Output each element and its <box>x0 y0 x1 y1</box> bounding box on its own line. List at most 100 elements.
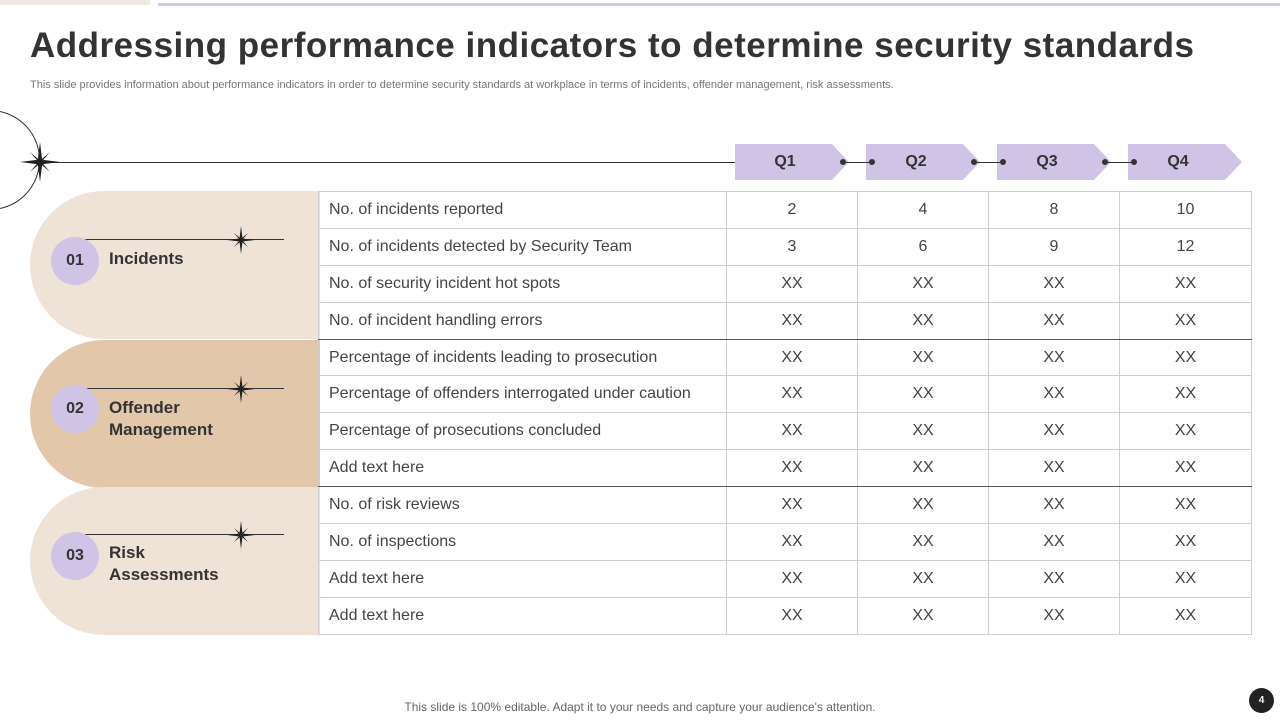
panel-line <box>66 239 284 240</box>
category-label: Incidents <box>109 248 184 270</box>
table-cell-q3: XX <box>988 559 1120 598</box>
table-cell-q1: XX <box>726 486 858 525</box>
top-accent-bar-right <box>158 3 1280 6</box>
table-row: Percentage of offenders interrogated und… <box>318 375 1252 414</box>
table-cell-label: Percentage of incidents leading to prose… <box>318 338 727 377</box>
table-cell-q3: XX <box>988 375 1120 414</box>
table-cell-q1: XX <box>726 596 858 635</box>
table-cell-label: Add text here <box>318 596 727 635</box>
table-cell-q3: XX <box>988 486 1120 525</box>
table-cell-label: No. of incident handling errors <box>318 301 727 340</box>
table-row: Add text here XX XX XX XX <box>318 596 1252 635</box>
table-cell-q1: 2 <box>726 191 858 229</box>
timeline-line <box>50 162 736 163</box>
table-cell-q4: XX <box>1119 596 1252 635</box>
table-cell-q1: XX <box>726 523 858 561</box>
category-panel-incidents: 01 Incidents <box>30 191 320 339</box>
quarter-header-q3: Q3 <box>997 144 1111 180</box>
table-cell-q2: XX <box>857 375 989 414</box>
category-label-line2: Management <box>109 420 213 439</box>
table-row: No. of inspections XX XX XX XX <box>318 523 1252 561</box>
sparkle-star-icon <box>227 521 255 549</box>
table-cell-q2: XX <box>857 559 989 598</box>
sparkle-star-icon <box>227 375 255 403</box>
connector-dot <box>971 159 977 165</box>
table-cell-q2: 6 <box>857 227 989 266</box>
sparkle-star-icon <box>20 142 60 182</box>
table-cell-label: No. of incidents reported <box>318 191 727 229</box>
table-cell-q4: XX <box>1119 338 1252 377</box>
table-cell-label: No. of risk reviews <box>318 486 727 525</box>
table-cell-q3: XX <box>988 301 1120 340</box>
table-cell-q4: XX <box>1119 412 1252 451</box>
table-cell-label: Add text here <box>318 559 727 598</box>
category-label: Offender Management <box>109 397 213 441</box>
table-cell-q4: 10 <box>1119 191 1252 229</box>
table-row: Add text here XX XX XX XX <box>318 449 1252 488</box>
category-label-line2: Assessments <box>109 565 219 584</box>
table-cell-label: Percentage of offenders interrogated und… <box>318 375 727 414</box>
connector-dot <box>869 159 875 165</box>
category-number-badge: 03 <box>51 532 99 580</box>
category-panel-offender-management: 02 Offender Management <box>30 340 320 488</box>
category-number-badge: 01 <box>51 237 99 285</box>
table-cell-q1: XX <box>726 301 858 340</box>
table-cell-q3: 8 <box>988 191 1120 229</box>
table-cell-q2: XX <box>857 486 989 525</box>
connector-dot <box>1102 159 1108 165</box>
table-cell-q2: XX <box>857 338 989 377</box>
sparkle-star-icon <box>227 226 255 254</box>
panel-line <box>66 534 284 535</box>
table-cell-q3: XX <box>988 449 1120 488</box>
table-cell-q3: XX <box>988 596 1120 635</box>
slide-footer-note: This slide is 100% editable. Adapt it to… <box>404 700 876 714</box>
table-row: Add text here XX XX XX XX <box>318 559 1252 598</box>
quarter-connector <box>974 162 1004 163</box>
table-cell-q1: XX <box>726 264 858 303</box>
table-row: No. of incidents reported 2 4 8 10 <box>318 191 1252 229</box>
table-cell-q2: 4 <box>857 191 989 229</box>
table-cell-q1: XX <box>726 375 858 414</box>
slide-subtitle: This slide provides information about pe… <box>30 79 894 91</box>
table-cell-q2: XX <box>857 264 989 303</box>
kpi-table: No. of incidents reported 2 4 8 10 No. o… <box>318 191 1252 635</box>
table-cell-label: No. of security incident hot spots <box>318 264 727 303</box>
table-cell-q3: XX <box>988 264 1120 303</box>
kpi-table-body: No. of incidents reported 2 4 8 10 No. o… <box>318 191 1252 635</box>
category-panel-risk-assessments: 03 Risk Assessments <box>30 487 320 635</box>
panel-line <box>66 388 284 389</box>
table-row: No. of risk reviews XX XX XX XX <box>318 486 1252 525</box>
category-label-line1: Offender <box>109 398 180 417</box>
table-cell-q1: XX <box>726 449 858 488</box>
quarter-connector <box>843 162 873 163</box>
quarter-connector <box>1105 162 1135 163</box>
category-label: Risk Assessments <box>109 542 219 586</box>
table-cell-q4: XX <box>1119 301 1252 340</box>
table-cell-label: Add text here <box>318 449 727 488</box>
table-cell-label: No. of incidents detected by Security Te… <box>318 227 727 266</box>
quarter-header-q1: Q1 <box>735 144 849 180</box>
table-cell-q4: XX <box>1119 523 1252 561</box>
category-label-line1: Risk <box>109 543 145 562</box>
table-cell-q3: XX <box>988 412 1120 451</box>
table-cell-q2: XX <box>857 523 989 561</box>
table-cell-q4: XX <box>1119 375 1252 414</box>
table-cell-q4: XX <box>1119 264 1252 303</box>
table-row: Percentage of prosecutions concluded XX … <box>318 412 1252 451</box>
table-cell-q1: XX <box>726 338 858 377</box>
connector-dot <box>1000 159 1006 165</box>
table-cell-q3: 9 <box>988 227 1120 266</box>
table-cell-q1: XX <box>726 412 858 451</box>
connector-dot <box>1131 159 1137 165</box>
slide-title: Addressing performance indicators to det… <box>30 26 1195 65</box>
table-cell-q1: 3 <box>726 227 858 266</box>
table-row: No. of incidents detected by Security Te… <box>318 227 1252 266</box>
table-cell-q4: XX <box>1119 449 1252 488</box>
table-row: No. of incident handling errors XX XX XX… <box>318 301 1252 340</box>
table-cell-q4: 12 <box>1119 227 1252 266</box>
table-cell-q3: XX <box>988 338 1120 377</box>
category-number-badge: 02 <box>51 385 99 433</box>
top-accent-bar-left <box>0 0 150 5</box>
page-number-badge: 4 <box>1249 688 1274 713</box>
table-cell-q3: XX <box>988 523 1120 561</box>
